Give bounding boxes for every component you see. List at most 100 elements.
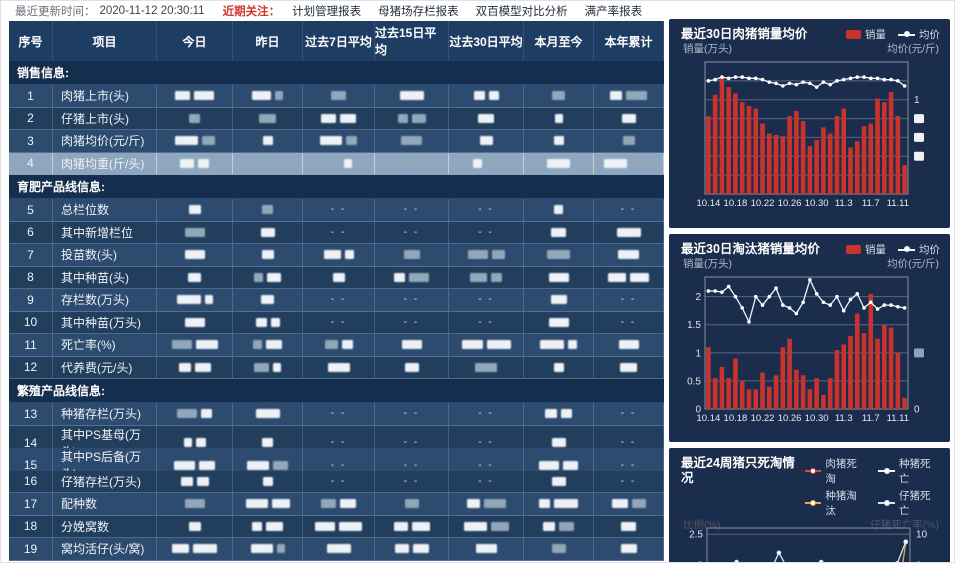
data-cell: - - — [449, 221, 524, 244]
table-row-16[interactable]: 16 仔猪存栏(万头) - - - - - - - - — [9, 470, 664, 493]
redacted-blob — [193, 544, 217, 554]
table-row-3[interactable]: 3 肉猪均价(元/斤) — [9, 130, 664, 153]
data-cell — [524, 311, 594, 334]
table-row-4[interactable]: 4 肉猪均重(斤/头) — [9, 152, 664, 175]
redacted-blob — [548, 317, 569, 327]
redacted-blob — [172, 544, 189, 554]
data-cell: - - — [594, 470, 664, 493]
topbar-link-3[interactable]: 双百模型对比分析 — [475, 6, 568, 18]
redacted-blob — [344, 250, 354, 260]
table-row-18[interactable]: 18 分娩窝数 — [9, 515, 664, 538]
redacted-blob — [254, 272, 263, 282]
redacted-blob — [247, 460, 269, 470]
legend-item[interactable]: 销量 — [846, 242, 886, 257]
legend-item[interactable]: 种猪淘汰 — [804, 488, 867, 518]
svg-text:10.18: 10.18 — [724, 413, 748, 424]
data-cell — [233, 199, 303, 222]
row-label: 配种数 — [53, 493, 157, 516]
redacted-blob — [397, 113, 408, 123]
redacted-blob — [394, 544, 409, 554]
topbar-link-1[interactable]: 计划管理报表 — [292, 6, 362, 18]
table-row-6[interactable]: 6 其中新增栏位 - - - - - - — [9, 221, 664, 244]
dash-value: - - — [330, 475, 347, 487]
redacted-blob — [194, 362, 211, 372]
legend-item[interactable]: 仔猪死亡 — [878, 488, 940, 518]
table-row-9[interactable]: 9 存栏数(万头) - - - - - - - - — [9, 289, 664, 312]
data-cell — [157, 107, 233, 130]
data-cell — [157, 244, 233, 267]
redacted-blob — [332, 272, 345, 282]
data-cell: - - — [449, 403, 524, 426]
table-row-13[interactable]: 13 种猪存栏(万头) - - - - - - - - — [9, 403, 664, 426]
redacted-blob — [611, 499, 628, 509]
data-cell — [449, 334, 524, 357]
table-row-5[interactable]: 5 总栏位数 - - - - - - - - — [9, 199, 664, 222]
redacted-blob — [276, 544, 285, 554]
data-cell — [233, 403, 303, 426]
redacted-blob — [195, 340, 218, 350]
row-label: 其中种苗(万头) — [53, 311, 157, 334]
data-cell — [157, 130, 233, 153]
table-row-10[interactable]: 10 其中种苗(万头) - - - - - - - - — [9, 311, 664, 334]
data-cell: - - — [594, 199, 664, 222]
redacted-blob — [485, 158, 500, 168]
redacted-blob — [255, 317, 267, 327]
dash-value: - - — [620, 408, 637, 420]
legend-item[interactable]: 销量 — [846, 27, 886, 42]
legend-item[interactable]: 均价 — [898, 27, 940, 42]
redacted-blob — [403, 250, 420, 260]
table-row-19[interactable]: 19 窝均活仔(头/窝) — [9, 538, 664, 561]
row-index: 2 — [9, 107, 53, 130]
redacted-blob — [263, 158, 272, 168]
redacted-blob — [621, 113, 636, 123]
data-cell — [524, 515, 594, 538]
bar-series — [706, 77, 907, 194]
chart-svg: 比例(%)仔猪死亡率(%)1.522.56810 — [683, 518, 939, 562]
data-cell — [233, 470, 303, 493]
svg-text:0: 0 — [695, 405, 701, 416]
redacted-blob — [184, 250, 205, 260]
row-index: 16 — [9, 470, 53, 493]
data-cell — [233, 85, 303, 108]
row-label: 代养费(元/头) — [53, 356, 157, 379]
legend-item[interactable]: 种猪死亡 — [878, 456, 940, 486]
redacted-blob — [253, 340, 262, 350]
update-time-value: 2020-11-12 20:30:11 — [99, 5, 205, 17]
topbar-link-4[interactable]: 满产率报表 — [584, 6, 643, 18]
redacted-blob — [409, 272, 429, 282]
svg-text:2: 2 — [695, 292, 701, 303]
row-index: 9 — [9, 289, 53, 312]
redacted-blob — [171, 340, 192, 350]
redacted-blob — [491, 250, 505, 260]
row-index: 8 — [9, 266, 53, 289]
table-row-17[interactable]: 17 配种数 — [9, 493, 664, 516]
redacted-blob — [245, 499, 268, 509]
legend-item[interactable]: 肉猪死淘 — [804, 456, 867, 486]
topbar-link-2[interactable]: 母猪场存栏报表 — [378, 6, 459, 18]
data-cell: - - — [375, 199, 449, 222]
row-index: 10 — [9, 311, 53, 334]
row-label: 其中种苗(头) — [53, 266, 157, 289]
redacted-blob — [275, 91, 283, 101]
table-row-1[interactable]: 1 肉猪上市(头) — [9, 85, 664, 108]
data-cell: - - — [594, 311, 664, 334]
data-cell — [157, 289, 233, 312]
table-row-2[interactable]: 2 仔猪上市(头) — [9, 107, 664, 130]
dash-value: - - — [330, 408, 347, 420]
data-cell — [303, 515, 375, 538]
redacted-axis-tick — [914, 114, 924, 124]
legend-item[interactable]: 均价 — [898, 242, 940, 257]
table-row-8[interactable]: 8 其中种苗(头) — [9, 266, 664, 289]
chart-title: 最近24周猪只死淘情况 — [681, 456, 795, 485]
data-cell — [233, 538, 303, 561]
redacted-blob — [394, 272, 405, 282]
redacted-blob — [325, 158, 340, 168]
table-row-12[interactable]: 12 代养费(元/头) — [9, 356, 664, 379]
data-cell — [524, 289, 594, 312]
row-label: 肉猪均重(斤/头) — [53, 152, 157, 175]
data-cell — [303, 334, 375, 357]
table-row-11[interactable]: 11 死亡率(%) — [9, 334, 664, 357]
table-row-7[interactable]: 7 投苗数(头) — [9, 244, 664, 267]
